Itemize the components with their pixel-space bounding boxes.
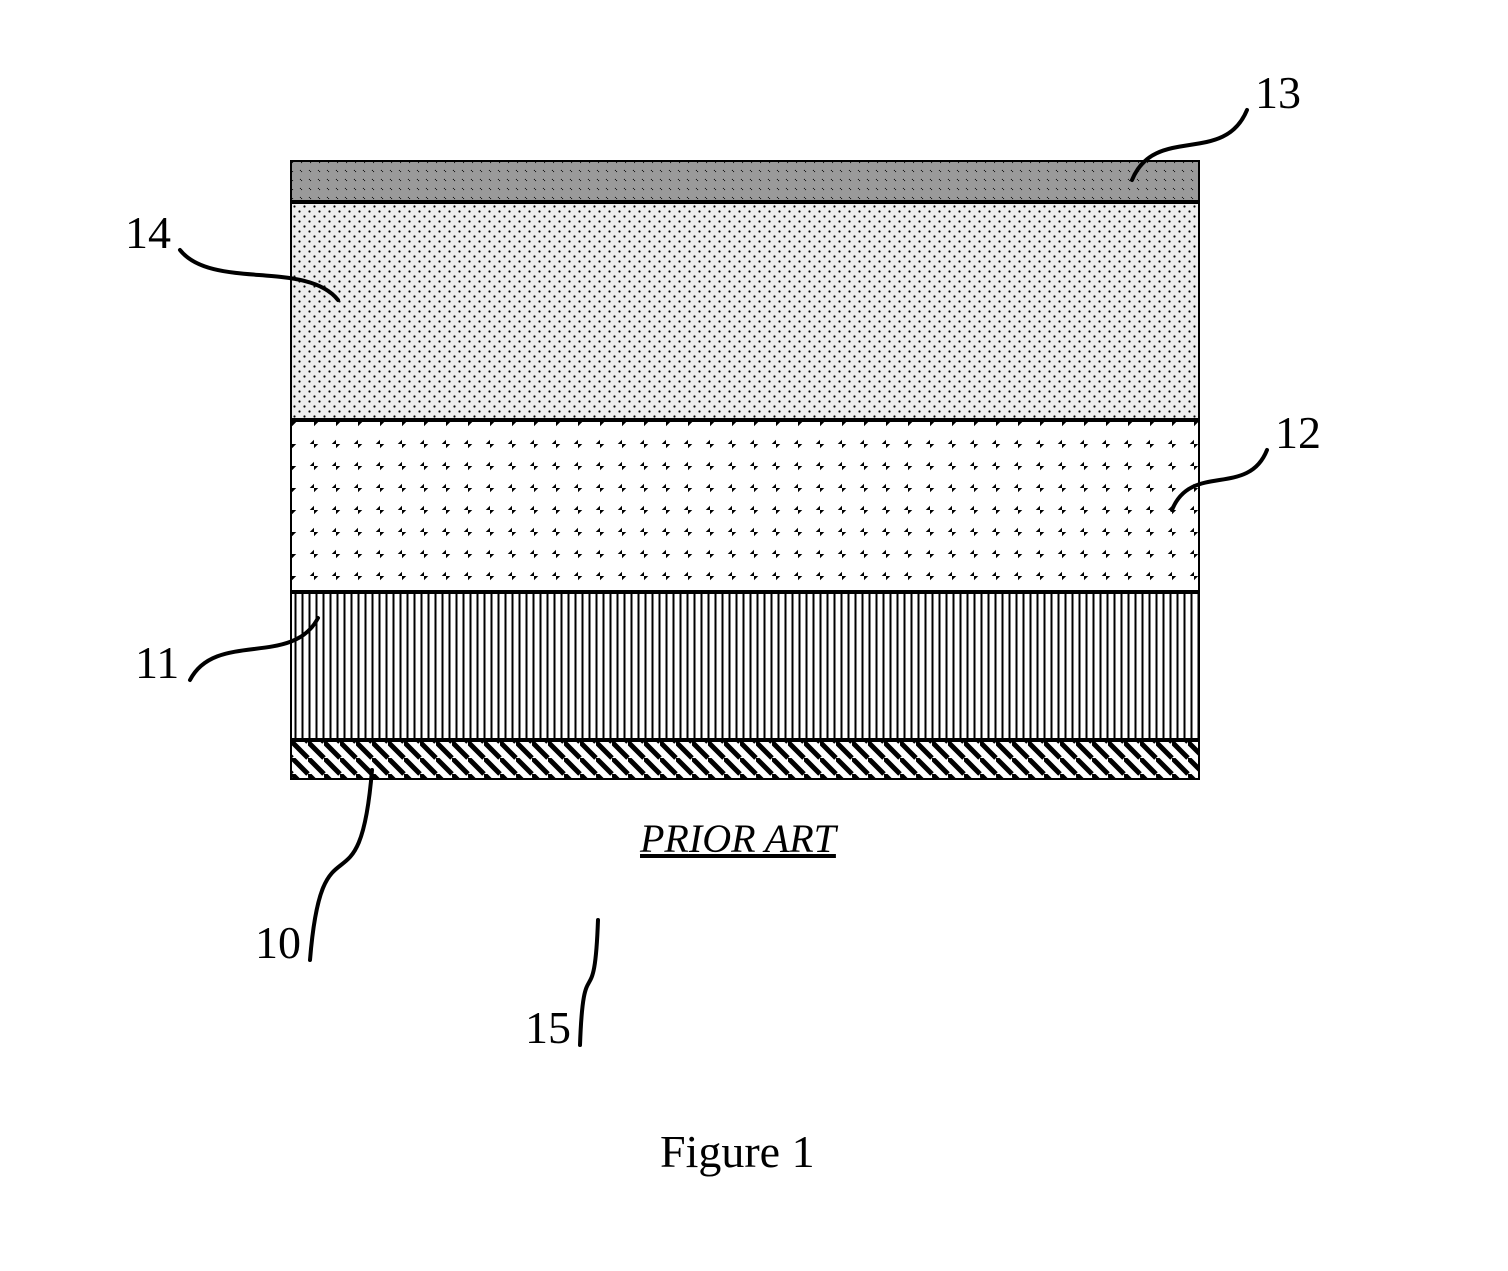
leader-15 xyxy=(580,920,598,1045)
label-14: 14 xyxy=(125,210,171,256)
label-10: 10 xyxy=(255,920,301,966)
label-11: 11 xyxy=(135,640,179,686)
figure-title: Figure 1 xyxy=(660,1125,815,1178)
leader-10 xyxy=(310,770,372,960)
layer-14 xyxy=(290,202,1200,420)
prior-art-caption: PRIOR ART xyxy=(640,815,836,862)
layer-13 xyxy=(290,160,1200,202)
layer-10 xyxy=(290,740,1200,780)
label-15: 15 xyxy=(525,1005,571,1051)
layer-12 xyxy=(290,420,1200,592)
label-12: 12 xyxy=(1275,410,1321,456)
layer-11 xyxy=(290,592,1200,740)
label-13: 13 xyxy=(1255,70,1301,116)
diagram-stage: PRIOR ART Figure 1 13 14 12 11 10 15 xyxy=(0,0,1508,1271)
